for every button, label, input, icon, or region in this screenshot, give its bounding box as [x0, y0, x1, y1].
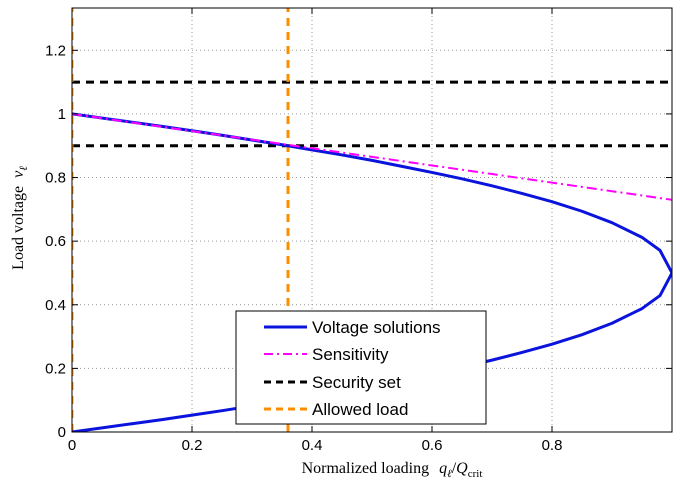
y-tick-label: 0.4 — [45, 297, 66, 314]
series-sensitivity-line — [72, 112, 672, 201]
y-tick-label: 0.8 — [45, 170, 66, 187]
x-axis-label-slash: / — [452, 460, 457, 477]
y-axis-label: Load voltage νℓ — [10, 166, 30, 270]
legend-item-security-set: Security set — [264, 373, 401, 392]
plot-frame — [71, 7, 673, 433]
x-tick-label: 0.8 — [542, 437, 563, 454]
y-axis-label-sub: ℓ — [18, 166, 30, 171]
x-tick-label: 0.4 — [302, 437, 323, 454]
y-tick-label: 0 — [58, 424, 66, 441]
legend-label-security-set: Security set — [312, 373, 401, 392]
y-axis-label-var: ν — [10, 170, 27, 178]
legend-item-allowed-load: Allowed load — [264, 400, 408, 419]
legend-item-voltage-solutions: Voltage solutions — [264, 318, 441, 337]
legend-item-sensitivity: Sensitivity — [264, 345, 389, 364]
y-tick-label: 0.6 — [45, 233, 66, 250]
x-axis-label: Normalized loading qℓ/Qcrit — [302, 460, 483, 480]
y-axis-label-text: Load voltage — [10, 186, 27, 270]
legend-box — [235, 310, 487, 425]
y-tick-label: 1 — [58, 106, 66, 123]
legend-label-allowed-load: Allowed load — [312, 400, 408, 419]
x-axis-label-text: Normalized loading — [302, 460, 430, 477]
legend: Voltage solutions Sensitivity Security s… — [235, 310, 487, 425]
x-tick-label: 0.6 — [422, 437, 443, 454]
x-axis-label-var2: Q — [456, 460, 468, 477]
x-tick-label: 0.2 — [182, 437, 203, 454]
x-axis-label-sub2: crit — [468, 468, 483, 480]
x-axis-label-sub: ℓ — [447, 468, 452, 480]
y-tick-label: 0.2 — [45, 360, 66, 377]
y-tick-label: 1.2 — [45, 42, 66, 59]
x-tick-label: 0 — [68, 437, 76, 454]
grid — [72, 8, 672, 432]
legend-label-sensitivity: Sensitivity — [312, 345, 389, 364]
x-axis-label-var: q — [439, 460, 447, 477]
ticks: 0 0.2 0.4 0.6 0.8 0 0.2 0.4 0.6 0.8 1 1.2 — [45, 8, 672, 454]
legend-label-voltage-solutions: Voltage solutions — [312, 318, 441, 337]
